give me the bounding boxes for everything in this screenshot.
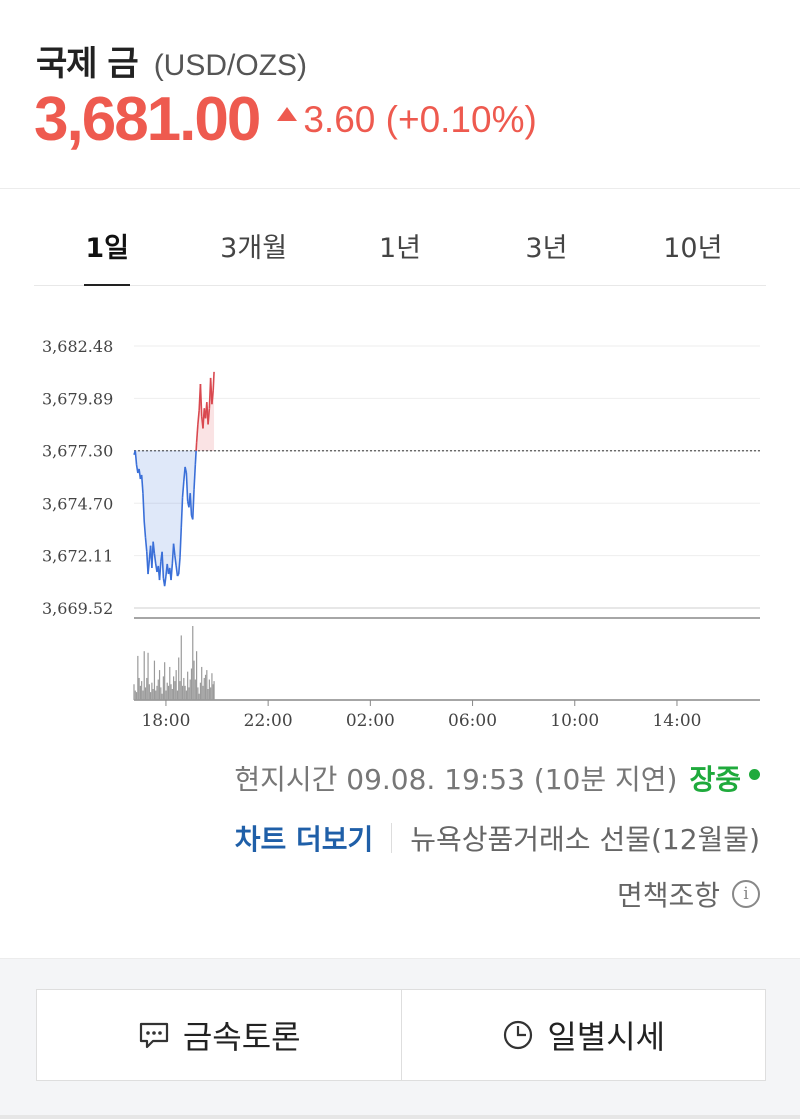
market-status: 장중 [689, 763, 741, 796]
tab-1-day[interactable]: 1일 [34, 214, 180, 286]
quote-header: 국제 금 (USD/OZS) 3,681.00 3.60 (+0.10%) [0, 0, 800, 188]
disclaimer-row[interactable]: 면책조항 i [617, 874, 760, 914]
chat-bubble-icon [139, 1022, 168, 1049]
x-tick-label: 22:00 [244, 711, 293, 731]
disclaimer-link[interactable]: 면책조항 [616, 879, 720, 912]
price-line-segment [179, 527, 183, 558]
y-tick-label: 3,669.52 [42, 599, 113, 618]
daily-quotes-label: 일별시세 [547, 1018, 666, 1056]
metal-discussion-label: 금속토론 [182, 1018, 301, 1056]
instrument-title: 국제 금 [36, 44, 139, 84]
price-line-segment [134, 450, 138, 465]
price-row: 3,681.00 3.60 (+0.10%) [34, 84, 537, 155]
footer-actions: 금속토론 일별시세 [0, 958, 800, 1119]
area-fill [135, 371, 215, 451]
price-line-segment [142, 493, 146, 522]
price-line-segment [175, 565, 179, 577]
source-row: 차트 더보기 뉴욕상품거래소 선물(12월물) [235, 818, 760, 858]
price-line-segment [207, 408, 211, 425]
info-icon[interactable]: i [732, 880, 760, 908]
y-tick-label: 3,679.89 [42, 389, 113, 408]
tab-3-months[interactable]: 3개월 [220, 233, 288, 264]
exchange-source: 뉴욕상품거래소 선물(12월물) [410, 823, 760, 856]
action-buttons: 금속토론 일별시세 [36, 989, 766, 1081]
tab-1-year[interactable]: 1년 [379, 233, 422, 264]
x-tick-label: 18:00 [141, 711, 190, 731]
price-line-segment [181, 480, 185, 498]
price-line-segment [143, 521, 147, 538]
price-line-segment [172, 543, 176, 556]
y-tick-label: 3,674.70 [42, 494, 113, 513]
price-line-segment [189, 493, 193, 516]
price-line-segment [170, 563, 174, 581]
price-line-segment [185, 472, 189, 502]
metal-discussion-button[interactable]: 금속토론 [37, 990, 401, 1080]
x-tick-label: 06:00 [448, 711, 497, 731]
title-row: 국제 금 (USD/OZS) [36, 36, 307, 85]
price-line-segment [176, 573, 180, 577]
x-tick-label: 14:00 [652, 711, 701, 731]
market-info: 현지시간 09.08. 19:53 (10분 지연) 장중 [234, 758, 760, 798]
clock-icon [504, 1020, 533, 1050]
price-line-segment [194, 450, 197, 465]
price-line-segment [158, 561, 162, 581]
y-tick-label: 3,677.30 [42, 442, 113, 461]
price-line-segment [191, 489, 195, 520]
price-line-segment [161, 551, 165, 579]
more-chart-link[interactable]: 차트 더보기 [234, 823, 374, 856]
x-tick-label: 10:00 [550, 711, 599, 731]
y-tick-label: 3,682.48 [42, 337, 113, 356]
price-line-segment [212, 371, 215, 391]
price-line-segment [199, 383, 203, 417]
up-arrow-icon [277, 106, 298, 121]
price-line-segment [152, 541, 156, 554]
tab-3-years[interactable]: 3년 [525, 233, 568, 264]
local-time: 현지시간 09.08. 19:53 (10분 지연) [234, 763, 678, 796]
price-chart[interactable]: 3,682.48 3,679.89 3,677.30 3,674.70 3,672.11… [0, 290, 800, 740]
price-line-segment [184, 466, 188, 474]
price-line-segment [180, 497, 184, 528]
header-divider [0, 188, 800, 189]
price-line-segment [144, 537, 148, 552]
bottom-edge [0, 1115, 800, 1119]
separator [391, 823, 393, 853]
price-line-segment [193, 464, 197, 490]
tab-10-years[interactable]: 10년 [663, 233, 723, 264]
price-line-segment [153, 553, 157, 565]
price-line-segment [163, 575, 167, 587]
period-tabs: 1일 3개월 1년 3년 10년 [34, 214, 766, 286]
price-line-segment [195, 424, 199, 443]
price-line-segment [211, 389, 215, 405]
y-tick-label: 3,672.11 [42, 547, 113, 566]
price-unit: (USD/OZS) [153, 49, 308, 82]
x-tick-label: 02:00 [346, 711, 395, 731]
price-line-segment [140, 474, 144, 494]
price-line-segment [177, 557, 181, 575]
price-change: 3.60 (+0.10%) [303, 98, 537, 140]
price-line-segment [174, 555, 177, 567]
status-dot-icon [749, 768, 760, 780]
price-chart-svg: 3,682.48 3,679.89 3,677.30 3,674.70 3,672.11… [42, 337, 760, 731]
price-line-segment [147, 559, 151, 575]
daily-quotes-button[interactable]: 일별시세 [400, 990, 766, 1080]
price-line-segment [197, 410, 200, 425]
current-price: 3,681.00 [34, 85, 261, 154]
